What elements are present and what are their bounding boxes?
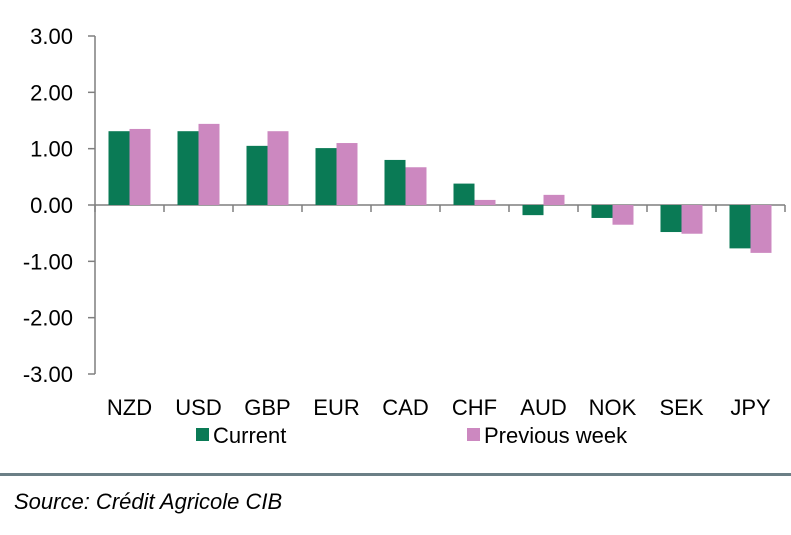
x-category-label: CAD xyxy=(382,395,428,420)
bar-current xyxy=(384,159,406,205)
x-category-label: AUD xyxy=(520,395,566,420)
x-category-label: EUR xyxy=(313,395,359,420)
legend-swatch-previous-week xyxy=(467,428,480,441)
bar-current xyxy=(177,131,199,205)
legend-label-current: Current xyxy=(213,423,286,448)
bar-current xyxy=(246,145,268,205)
bar-previous-week xyxy=(267,131,289,205)
chart-axes: 3.00 2.00 1.00 0.00 -1.00 -2.00 -3.00 xyxy=(23,24,786,387)
bar-previous-week xyxy=(750,205,772,253)
bar-previous-week xyxy=(405,167,427,205)
y-tick-label: 3.00 xyxy=(30,24,73,49)
bar-current xyxy=(729,205,751,249)
legend-label-previous-week: Previous week xyxy=(484,423,628,448)
y-tick-label: 2.00 xyxy=(30,80,73,105)
y-tick-label: -1.00 xyxy=(23,249,73,274)
bar-previous-week xyxy=(612,205,634,225)
bar-current xyxy=(522,205,544,216)
bar-current xyxy=(660,205,682,233)
source-note: Source: Crédit Agricole CIB xyxy=(14,489,283,514)
x-category-label: USD xyxy=(175,395,221,420)
chart-legend: Current Previous week xyxy=(196,423,628,448)
x-category-label: GBP xyxy=(244,395,290,420)
x-category-label: SEK xyxy=(659,395,703,420)
footer-divider xyxy=(0,473,791,476)
x-category-label: NZD xyxy=(107,395,152,420)
chart-labels: NZD USD GBP EUR CAD CHF AUD NOK SEK JPY xyxy=(107,395,771,420)
bar-previous-week xyxy=(129,128,151,205)
legend-swatch-current xyxy=(196,428,209,441)
bar-previous-week xyxy=(681,205,703,234)
y-tick-label: 1.00 xyxy=(30,137,73,162)
chart-bars xyxy=(108,123,772,253)
x-category-label: CHF xyxy=(452,395,497,420)
bar-chart: 3.00 2.00 1.00 0.00 -1.00 -2.00 -3.00 NZD USD GB… xyxy=(23,24,786,448)
x-category-label: JPY xyxy=(730,395,771,420)
bar-previous-week xyxy=(336,143,358,205)
bar-current xyxy=(108,131,130,205)
x-category-label: NOK xyxy=(589,395,637,420)
y-tick-label: 0.00 xyxy=(30,193,73,218)
y-tick-label: -2.00 xyxy=(23,306,73,331)
bar-current xyxy=(315,148,337,205)
bar-previous-week xyxy=(474,199,496,205)
bar-current xyxy=(591,205,613,218)
bar-current xyxy=(453,183,475,205)
bar-previous-week xyxy=(543,194,565,205)
bar-previous-week xyxy=(198,123,220,205)
y-tick-label: -3.00 xyxy=(23,362,73,387)
